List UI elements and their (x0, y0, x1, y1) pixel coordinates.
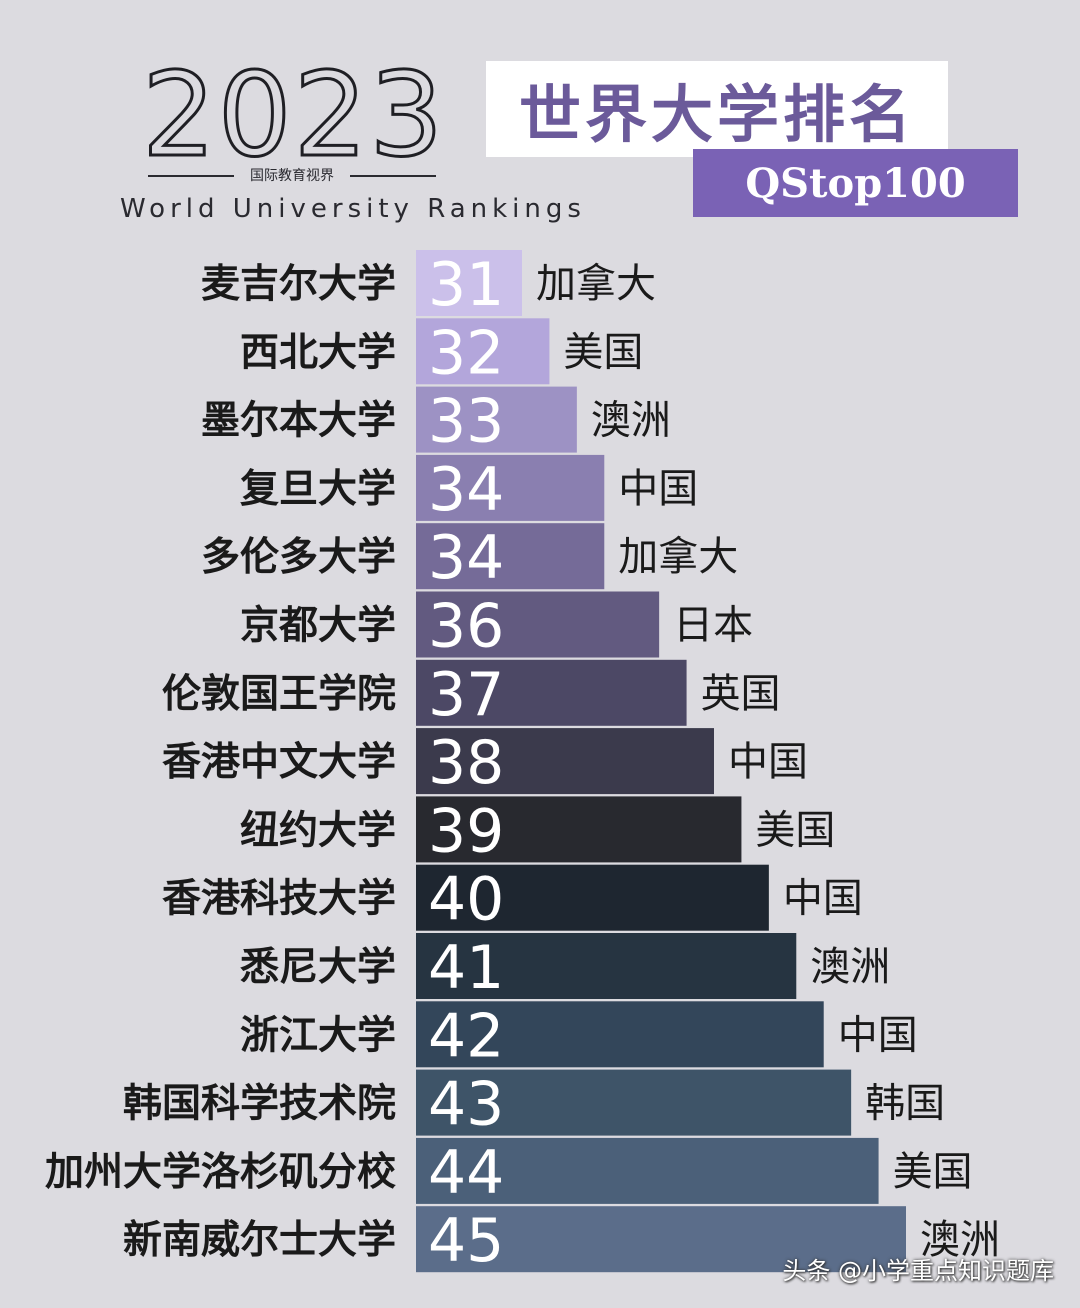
subtitle-en: World University Rankings (120, 194, 586, 224)
watermark: 头条 @小学重点知识题库 (782, 1257, 1054, 1285)
country-label: 英国 (701, 671, 781, 717)
category-label: 香港中文大学 (162, 740, 396, 785)
divider-left (148, 175, 234, 177)
rank-value-label: 34 (428, 523, 504, 593)
rank-value-label: 33 (428, 387, 504, 457)
category-label: 悉尼大学 (240, 945, 396, 990)
rank-value-label: 39 (428, 796, 504, 866)
bar-13 (416, 1069, 852, 1136)
bar-11 (416, 933, 797, 999)
country-label: 中国 (838, 1012, 918, 1058)
category-label: 京都大学 (240, 604, 396, 649)
country-label: 澳洲 (920, 1217, 1000, 1263)
country-label: 美国 (893, 1149, 973, 1195)
country-label: 加拿大 (618, 534, 738, 580)
category-label: 墨尔本大学 (201, 399, 396, 444)
rank-value-label: 41 (428, 933, 504, 1003)
rank-value-label: 42 (428, 1001, 504, 1071)
category-label: 香港科技大学 (162, 877, 396, 922)
subtitle-cn: 国际教育视界 (250, 168, 334, 184)
country-label: 中国 (783, 876, 863, 922)
bar-9 (416, 796, 742, 863)
country-label: 美国 (563, 329, 643, 375)
category-label: 麦吉尔大学 (201, 262, 396, 307)
category-label: 复旦大学 (240, 467, 396, 512)
tag-box: QStop100 (693, 149, 1018, 217)
bar-5 (416, 523, 605, 590)
bar-4 (416, 454, 605, 521)
bar-2 (416, 318, 550, 385)
country-label: 澳洲 (591, 398, 671, 444)
rank-value-label: 34 (428, 455, 504, 525)
divider-right (350, 175, 436, 177)
rank-value-label: 31 (428, 250, 504, 320)
bar-15 (416, 1206, 906, 1273)
rank-value-label: 32 (428, 318, 504, 388)
bar-10 (416, 864, 769, 931)
country-label: 中国 (618, 466, 698, 512)
bar-7 (416, 659, 687, 726)
rank-value-label: 44 (428, 1138, 504, 1208)
rank-value-label: 37 (428, 660, 504, 730)
category-label: 浙江大学 (240, 1013, 396, 1058)
category-label: 纽约大学 (240, 808, 396, 853)
bar-12 (416, 1001, 824, 1068)
category-label: 西北大学 (240, 330, 396, 375)
rank-value-label: 36 (428, 592, 504, 662)
bar-8 (416, 728, 714, 795)
title-box: 世界大学排名 (486, 61, 948, 157)
rank-value-label: 43 (428, 1070, 504, 1140)
bar-6 (416, 591, 660, 658)
category-label: 伦敦国王学院 (162, 672, 396, 717)
bar-3 (416, 386, 577, 453)
category-label: 加州大学洛杉矶分校 (45, 1150, 396, 1195)
country-label: 美国 (755, 807, 835, 853)
rank-value-label: 45 (428, 1206, 504, 1276)
bar-1 (416, 250, 522, 316)
rank-value-label: 40 (428, 865, 504, 935)
country-label: 中国 (728, 739, 808, 785)
rank-value-label: 38 (428, 728, 504, 798)
country-label: 澳洲 (810, 944, 890, 990)
tag-label: QStop100 (745, 159, 966, 207)
country-label: 韩国 (865, 1081, 945, 1127)
bar-14 (416, 1137, 879, 1204)
year-heading: 2023 (141, 48, 446, 183)
subtitle-cn-row: 国际教育视界 (148, 165, 436, 185)
category-label: 新南威尔士大学 (123, 1218, 396, 1263)
category-label: 多伦多大学 (201, 535, 396, 580)
category-label: 韩国科学技术院 (123, 1082, 396, 1127)
country-label: 加拿大 (536, 261, 656, 307)
chart-title: 世界大学排名 (518, 78, 915, 151)
country-label: 日本 (673, 603, 753, 649)
